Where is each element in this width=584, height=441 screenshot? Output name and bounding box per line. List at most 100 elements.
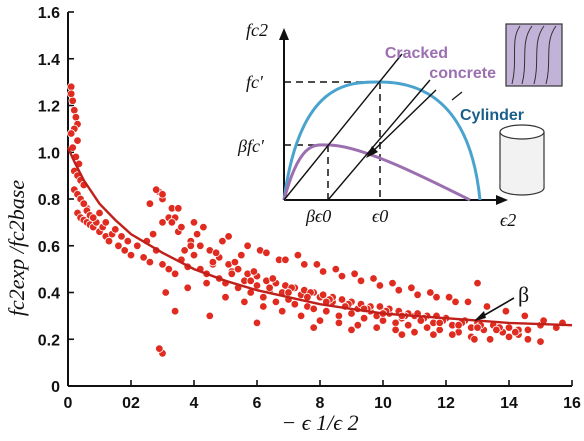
x-tick-label: 02 [122, 395, 140, 412]
data-point [66, 89, 76, 98]
y-tick-label: 0 [51, 379, 60, 396]
inset-cracked-label-1: Cracked [385, 45, 448, 62]
data-point [485, 335, 495, 344]
data-point [300, 260, 309, 269]
data-point [520, 311, 529, 321]
inset-x-label: ϵ2 [500, 210, 516, 230]
data-point [155, 344, 164, 353]
data-point [410, 328, 419, 337]
data-point [177, 222, 186, 232]
y-tick-label: 1.6 [38, 5, 60, 22]
data-point [435, 318, 444, 328]
data-point [312, 260, 322, 269]
y-tick-label: 0.8 [38, 192, 60, 209]
data-point [318, 267, 328, 276]
data-point [429, 330, 438, 339]
data-point [95, 208, 104, 218]
inset-tick-fc: fc′ [246, 72, 264, 92]
data-point [240, 297, 249, 307]
data-point [309, 323, 318, 332]
cylinder-icon [499, 124, 545, 196]
data-point [158, 260, 167, 269]
data-point [145, 257, 155, 267]
data-point [444, 293, 454, 302]
x-tick-label: 6 [253, 395, 262, 412]
data-point [296, 311, 306, 321]
data-point [167, 218, 177, 227]
x-tick-label: 14 [500, 395, 518, 412]
inset-tick-eps0: ϵ0 [372, 206, 388, 226]
y-tick-label: 1.2 [38, 99, 60, 116]
data-point [158, 190, 167, 199]
data-point [126, 250, 136, 260]
data-point [70, 105, 79, 115]
y-tick-label: 1.4 [38, 52, 60, 69]
data-point [463, 297, 473, 307]
data-point [218, 236, 227, 246]
x-axis-label: − ϵ 1/ϵ 2 [281, 410, 358, 435]
y-ticks: 0 0.2 0.4 0.6 0.8 1.0 1.2 1.4 1.6 [38, 5, 74, 396]
inset-cylinder-arrow [451, 91, 463, 101]
data-point [186, 241, 195, 250]
data-point [120, 246, 129, 255]
data-point [268, 274, 277, 283]
data-point [322, 307, 331, 316]
data-point [227, 269, 236, 278]
data-point [404, 321, 413, 330]
data-point [394, 286, 403, 295]
y-tick-label: 0.6 [38, 239, 60, 256]
data-point [259, 293, 268, 302]
data-point [334, 311, 344, 321]
data-point [353, 321, 362, 330]
data-point [281, 255, 290, 264]
data-point [230, 257, 240, 267]
data-point [454, 321, 463, 330]
data-point [139, 253, 148, 262]
data-point [523, 325, 533, 335]
x-tick-label: 0 [64, 395, 73, 412]
data-point [111, 225, 120, 234]
data-point [372, 323, 381, 332]
data-point [192, 229, 202, 239]
inset-tick-bfc: βfc′ [237, 136, 265, 156]
data-point [202, 278, 211, 288]
data-point [249, 267, 259, 276]
data-point [271, 297, 281, 307]
data-point [504, 332, 514, 342]
data-point [237, 250, 246, 260]
data-point [309, 304, 318, 314]
data-point [337, 295, 347, 304]
data-point [259, 302, 268, 311]
data-point [265, 283, 274, 292]
data-point [426, 288, 435, 297]
inset-cracked-arrow [369, 89, 437, 155]
data-point [451, 297, 460, 307]
data-point [101, 218, 110, 227]
x-tick-label: 16 [563, 395, 581, 412]
data-point [432, 293, 441, 302]
inset-line-1 [283, 53, 403, 201]
data-point [189, 250, 199, 260]
data-point [369, 274, 378, 283]
data-point [88, 213, 98, 222]
y-tick-label: 0.4 [38, 286, 60, 303]
data-point [448, 330, 457, 339]
data-point [290, 300, 299, 309]
data-point [334, 318, 344, 328]
data-point [293, 250, 303, 260]
data-point [183, 283, 192, 292]
data-point [413, 290, 422, 299]
data-points [66, 82, 567, 358]
inset-y-arrowhead [279, 28, 289, 40]
y-tick-label: 1.0 [38, 145, 60, 162]
data-point [397, 330, 407, 339]
data-point [123, 236, 132, 246]
data-point [523, 335, 533, 344]
data-point [407, 283, 416, 292]
fit-curve [66, 147, 573, 327]
data-point [180, 246, 189, 255]
data-point [211, 248, 221, 257]
inset-x-arrowhead [496, 195, 508, 205]
data-point [284, 288, 293, 297]
